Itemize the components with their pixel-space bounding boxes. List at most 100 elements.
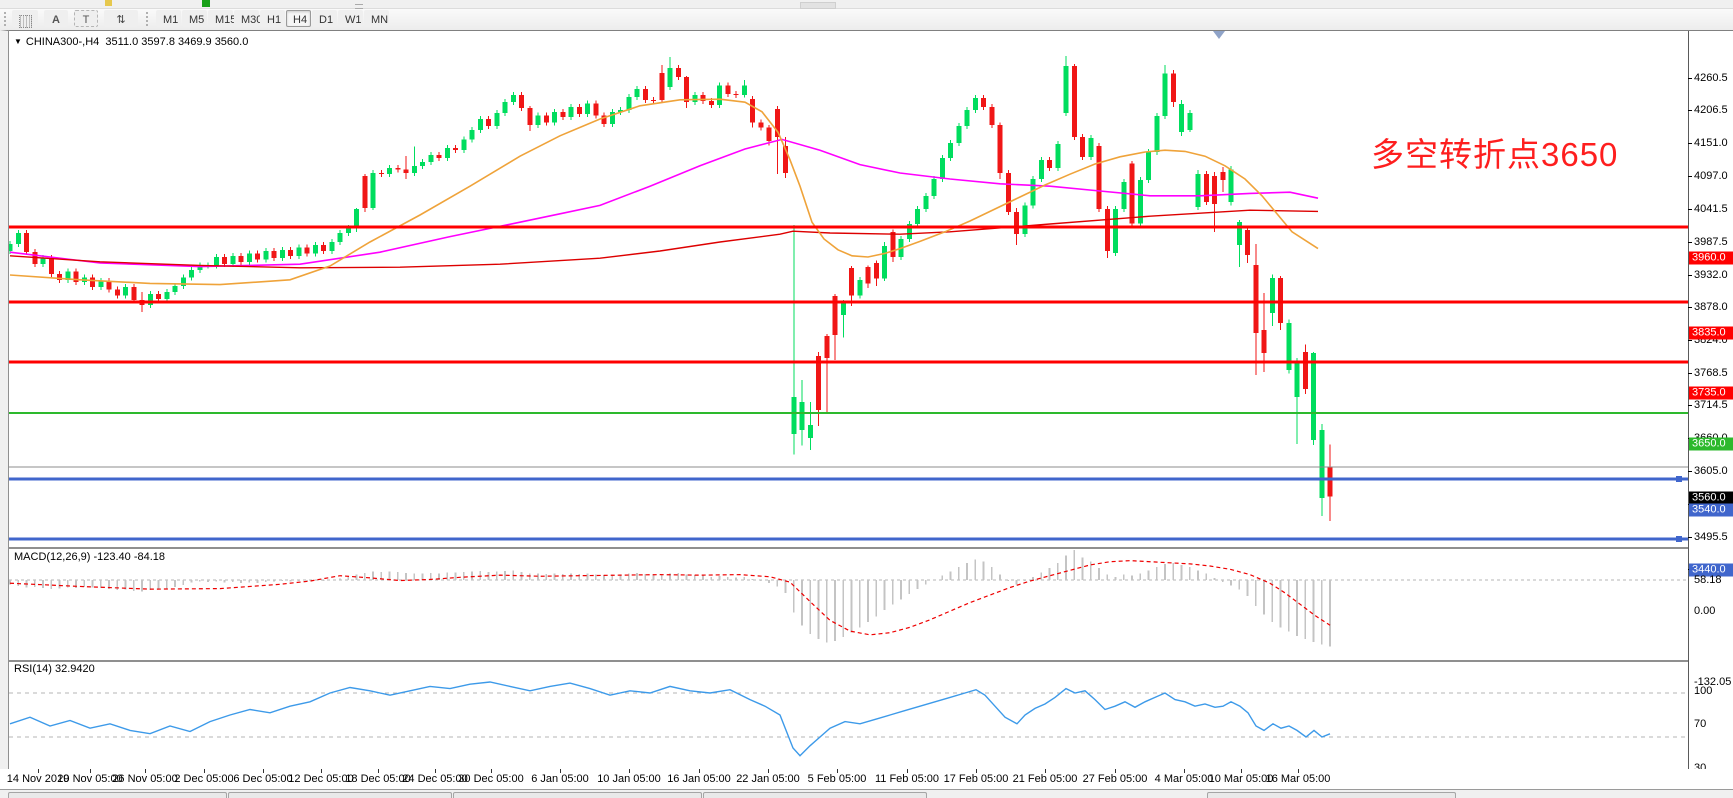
chart-shift-marker[interactable] xyxy=(1213,31,1225,39)
time-tick xyxy=(321,769,322,773)
candle-body xyxy=(1245,230,1250,256)
time-label: 10 Mar 05:00 xyxy=(1208,773,1274,785)
time-tick xyxy=(768,769,769,773)
indicators-dropdown-button[interactable]: ⇅ ▼ xyxy=(104,10,138,42)
cycle-arrows-icon: ⇅ xyxy=(116,14,126,26)
candle-body xyxy=(1080,137,1085,157)
annotation-text[interactable]: 多空转折点3650 xyxy=(1371,136,1619,173)
macd-current-values: -123.40 -84.18 xyxy=(93,551,166,563)
axis-tick xyxy=(1688,471,1692,472)
time-tick xyxy=(976,769,977,773)
time-label: 10 Jan 05:00 xyxy=(597,773,661,785)
candle-body xyxy=(40,258,46,265)
t-glyph: T xyxy=(82,14,90,26)
axis-tick xyxy=(1688,405,1692,407)
time-label: 20 Nov 05:00 xyxy=(57,773,123,785)
ma-slow-line xyxy=(9,209,1319,269)
price-axis[interactable]: 4260.5 4206.5 4151.0 4097.0 4041.5 3987.5 3932… xyxy=(1688,31,1733,798)
hline-handle[interactable] xyxy=(1676,476,1682,482)
tf-button-M5[interactable]: M5 xyxy=(182,10,207,27)
candle-body xyxy=(824,336,830,358)
candle-body xyxy=(279,249,285,259)
tf-button-M15[interactable]: M15 xyxy=(208,10,236,27)
toolbar-drag-handle[interactable] xyxy=(146,12,151,26)
candle-body xyxy=(708,101,714,106)
candle-body xyxy=(354,209,359,229)
toolbar-drag-handle[interactable] xyxy=(4,12,9,26)
chevron-down-icon[interactable]: ▼ xyxy=(14,37,22,46)
candle-body xyxy=(1195,174,1201,208)
candle-body xyxy=(750,99,755,123)
candle-body xyxy=(312,245,318,254)
axis-tick xyxy=(1688,241,1692,243)
tf-button-M1[interactable]: M1 xyxy=(156,10,181,27)
time-label: 17 Feb 05:00 xyxy=(943,773,1009,785)
window-border xyxy=(8,30,9,771)
candle-body xyxy=(535,115,541,125)
candle-body xyxy=(519,95,524,109)
chart-tab[interactable] xyxy=(8,792,227,798)
chart-title[interactable]: ▼ CHINA300-,H4 3511.0 3597.8 3469.9 3560.… xyxy=(14,36,248,48)
candle-body xyxy=(1302,351,1308,389)
rsi-panel[interactable] xyxy=(9,661,1688,769)
tf-button-W1[interactable]: W1 xyxy=(338,10,363,27)
candle-body xyxy=(915,209,920,224)
chart-tab[interactable] xyxy=(703,792,927,798)
price-tick-label: 4206.5 xyxy=(1694,104,1728,117)
candle-body xyxy=(477,119,483,130)
candle-body xyxy=(420,162,425,166)
text-label-button[interactable]: A xyxy=(44,10,68,27)
candle-body xyxy=(964,110,970,127)
chart-tab[interactable] xyxy=(1207,792,1456,798)
candle-body xyxy=(1220,171,1226,181)
candle-body xyxy=(667,68,673,88)
axis-tick xyxy=(1688,175,1692,177)
hline-handle[interactable] xyxy=(1676,536,1682,542)
price-tick-label: 4151.0 xyxy=(1694,137,1728,150)
time-label: 16 Jan 05:00 xyxy=(667,773,731,785)
time-label: 24 Dec 05:00 xyxy=(402,773,468,785)
time-axis[interactable]: 14 Nov 2019 20 Nov 05:00 26 Nov 05:00 2 Dec… xyxy=(0,769,1733,789)
chart-tab[interactable] xyxy=(228,792,452,798)
axis-tick xyxy=(1688,110,1692,112)
macd-label: MACD(12,26,9) -123.40 -84.18 xyxy=(14,551,166,563)
candle-body xyxy=(626,96,632,110)
text-box-button[interactable]: T xyxy=(74,10,98,27)
candle-body xyxy=(296,247,302,256)
time-label: 2 Dec 05:00 xyxy=(174,773,234,785)
symbol-label: CHINA300-,H4 xyxy=(25,36,100,48)
candle-body xyxy=(733,93,739,95)
chart-tab[interactable] xyxy=(453,792,702,798)
candle-body xyxy=(939,158,945,179)
candle-body xyxy=(90,277,95,287)
crosshair-grid-button[interactable] xyxy=(12,10,38,28)
clipped-toolbar-strip xyxy=(0,0,1733,9)
time-label: 21 Feb 05:00 xyxy=(1012,773,1078,785)
tf-button-MN[interactable]: MN xyxy=(364,10,389,27)
candle-body xyxy=(321,245,326,251)
candle-body xyxy=(222,257,227,265)
panel-separator[interactable] xyxy=(9,546,1688,549)
candle-body xyxy=(98,281,104,287)
chart-window[interactable] xyxy=(0,30,1733,789)
tf-button-M30[interactable]: M30 xyxy=(234,10,262,27)
tf-button-D1[interactable]: D1 xyxy=(312,10,337,27)
candle-body xyxy=(527,108,533,125)
time-label: 30 Dec 05:00 xyxy=(458,773,524,785)
panel-separator[interactable] xyxy=(9,659,1688,662)
candle-body xyxy=(840,303,846,316)
candle-body xyxy=(807,425,813,439)
price-badge-3735.0: 3735.0 xyxy=(1689,386,1733,400)
tf-button-H4[interactable]: H4 xyxy=(286,10,311,27)
time-label: 6 Jan 05:00 xyxy=(531,773,589,785)
macd-panel[interactable] xyxy=(9,548,1688,659)
time-label: 14 Nov 2019 xyxy=(6,773,70,785)
candle-body xyxy=(873,263,879,279)
candle-body xyxy=(799,402,805,430)
main-price-chart[interactable] xyxy=(9,33,1688,546)
time-label: 16 Mar 05:00 xyxy=(1265,773,1331,785)
candles-layer xyxy=(9,56,1333,522)
tf-button-H1[interactable]: H1 xyxy=(260,10,285,27)
candle-body xyxy=(956,126,962,143)
